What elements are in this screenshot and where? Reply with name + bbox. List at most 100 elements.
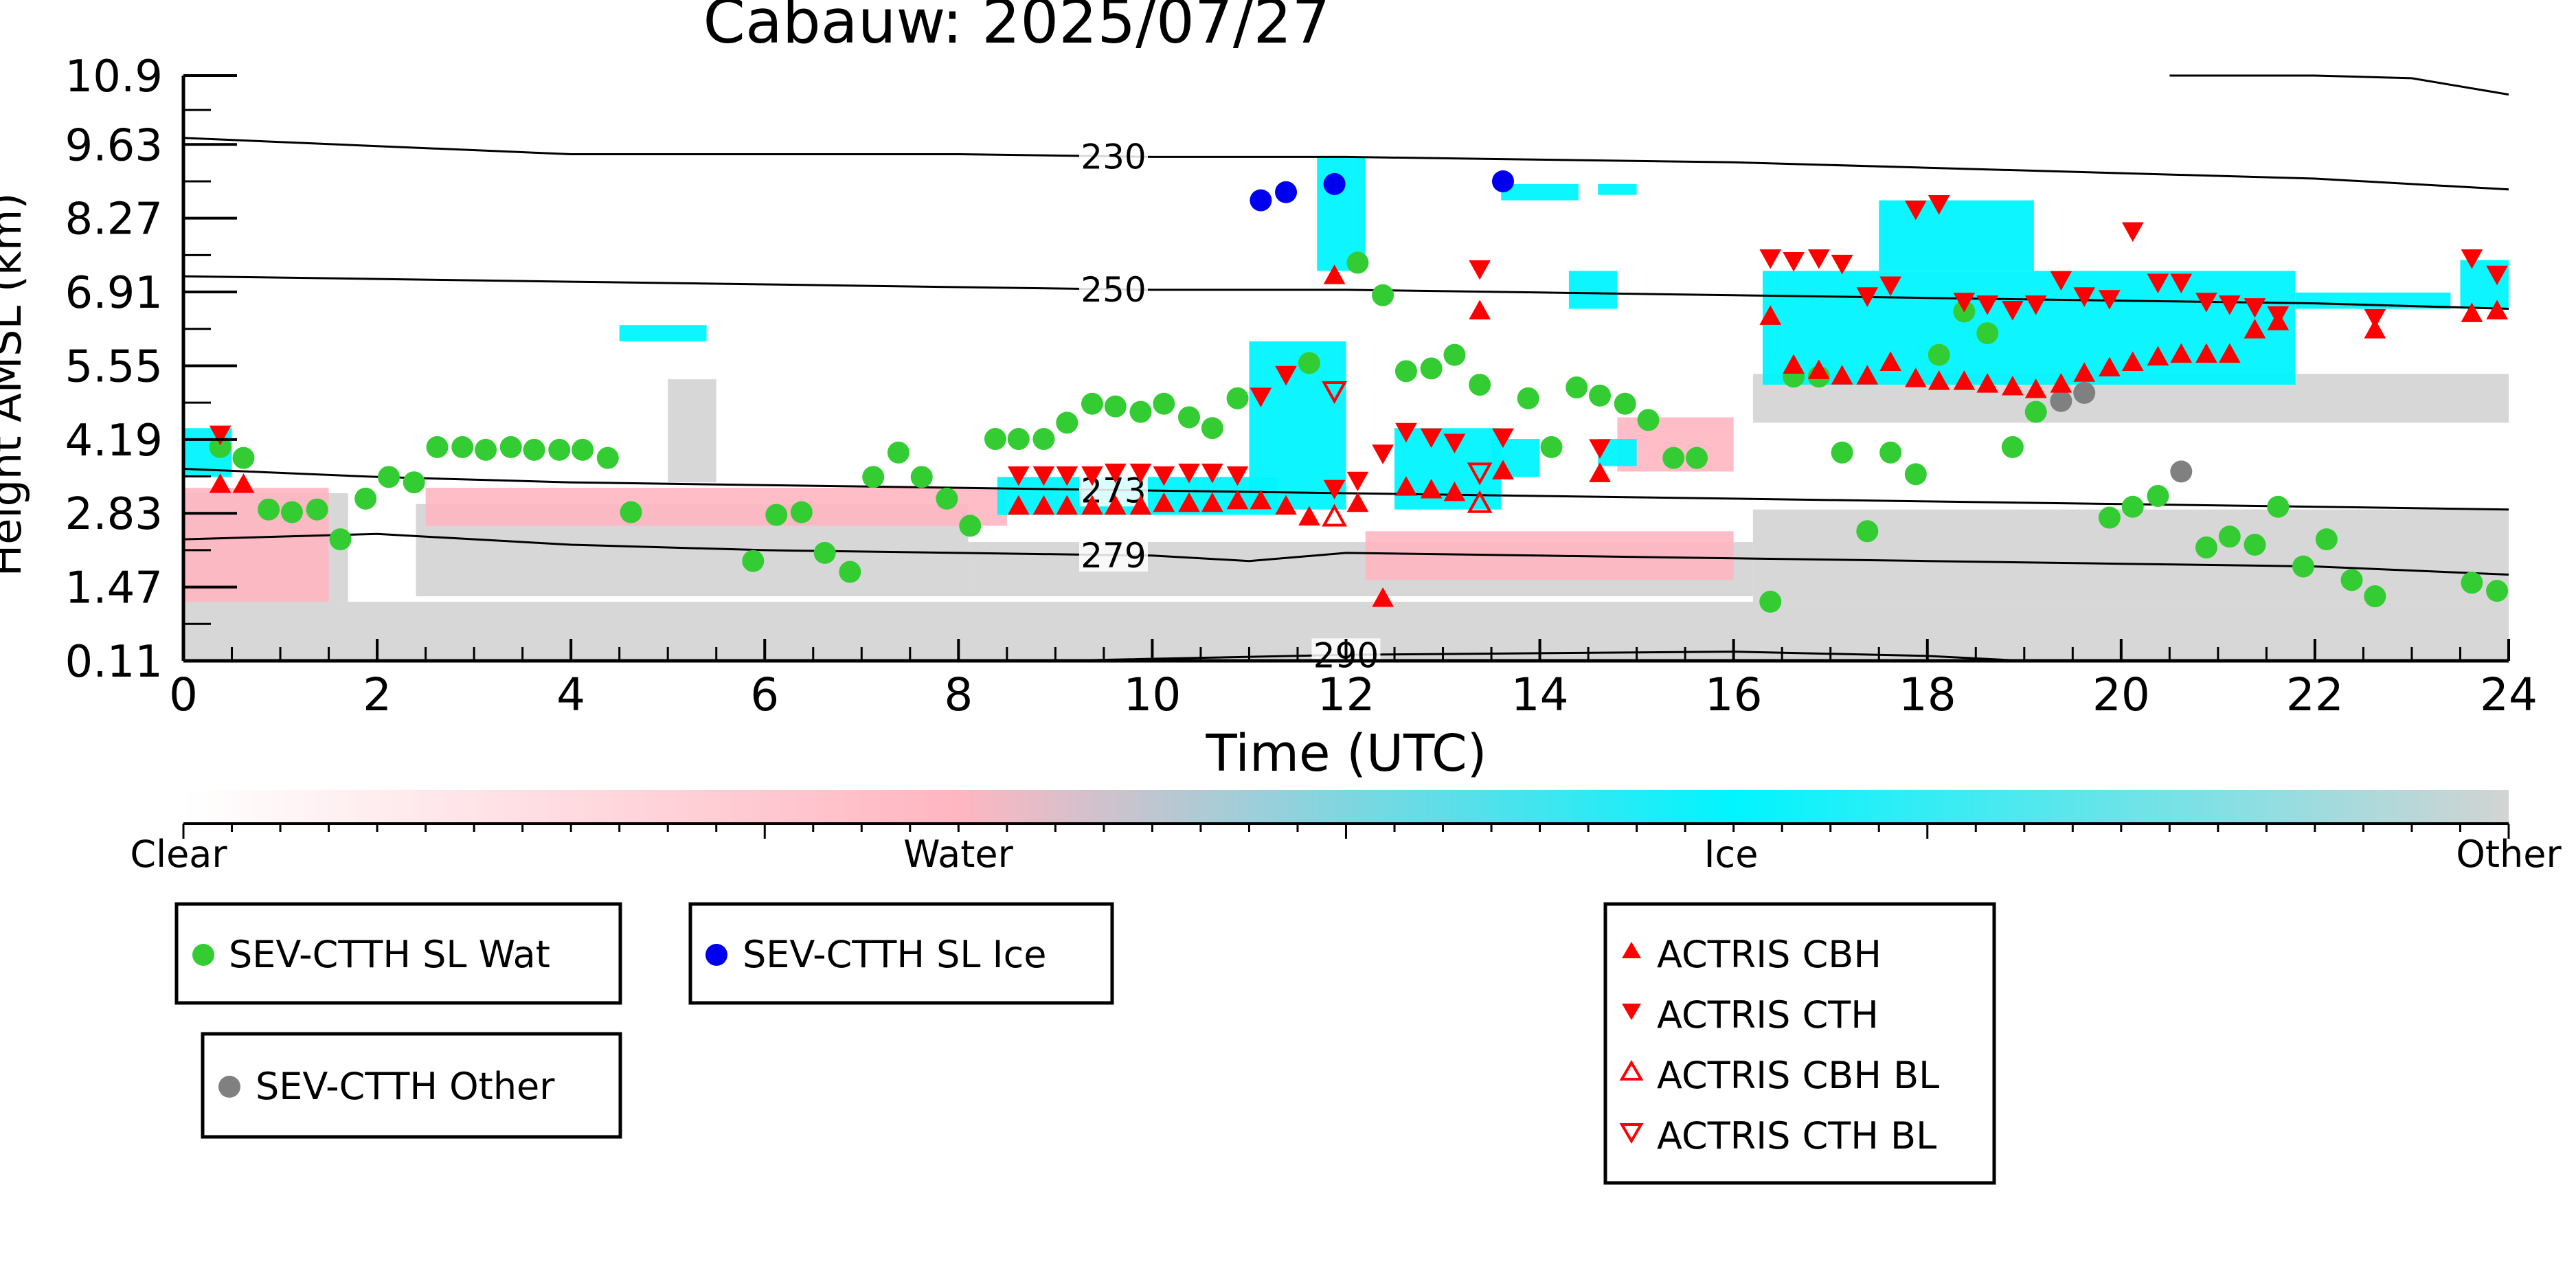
- contour-line: [183, 137, 2509, 191]
- classification-patch: [1598, 183, 1637, 195]
- sev-ctth-sl-wat-point: [2364, 585, 2386, 608]
- actris-cbh-point: [1976, 373, 1999, 393]
- sev-ctth-sl-wat-point: [620, 501, 642, 523]
- sev-ctth-sl-wat-point: [1372, 284, 1394, 306]
- sev-ctth-sl-ice-point: [1275, 181, 1298, 203]
- actris-cth-point: [2147, 273, 2169, 294]
- legend-cbh-marker: [1622, 942, 1641, 958]
- legend-actris: ACTRIS CBH ACTRIS CTH ACTRIS CBH BL ACTR…: [1603, 902, 1996, 1185]
- sev-ctth-sl-wat-point: [1759, 590, 1782, 613]
- actris-cth-point: [1589, 439, 1611, 459]
- actris-cbh-point: [1879, 351, 1901, 371]
- actris-cth-bl-point: [1467, 462, 1493, 486]
- classification-patch: [425, 488, 1007, 526]
- sev-ctth-sl-wat-point: [1904, 463, 1927, 486]
- actris-cbh-point: [1056, 495, 1078, 515]
- actris-cbh-point: [2486, 300, 2508, 319]
- x-tick-label: 16: [1705, 668, 1763, 721]
- sev-ctth-sl-ice-point: [1323, 172, 1346, 195]
- sev-ctth-sl-wat-point: [813, 541, 836, 564]
- actris-cth-point: [1201, 463, 1223, 484]
- sev-ctth-sl-wat-point: [1153, 392, 1175, 415]
- legend-cbh-label: ACTRIS CBH: [1657, 933, 1882, 976]
- legend-other-label: SEV-CTTH Other: [256, 1065, 555, 1108]
- legend-wat-marker: [192, 944, 214, 966]
- sev-ctth-sl-wat-point: [1104, 395, 1127, 418]
- sev-ctth-sl-wat-point: [499, 436, 522, 458]
- actris-cth-point: [2170, 273, 2193, 294]
- x-tick-label: 12: [1318, 668, 1375, 721]
- actris-cth-point: [1323, 479, 1346, 500]
- classification-patch: [1762, 271, 2296, 385]
- actris-cth-point: [1928, 195, 1950, 215]
- actris-cth-point: [1759, 249, 1782, 269]
- actris-cbh-point: [2099, 357, 2121, 376]
- sev-ctth-sl-wat-point: [2001, 436, 2024, 458]
- contour-label-bg: [1079, 139, 1148, 173]
- sev-ctth-other-point: [2073, 381, 2096, 404]
- legend-ice-marker: [705, 944, 727, 966]
- actris-cbh-point: [1178, 492, 1200, 512]
- actris-cbh-point: [2073, 362, 2096, 382]
- contour-line: [183, 468, 2509, 511]
- actris-cth-point: [1153, 466, 1175, 486]
- actris-cbh-point: [1275, 495, 1297, 515]
- legends: SEV-CTTH SL Wat SEV-CTTH SL Ice SEV-CTTH…: [174, 902, 1996, 1185]
- sev-ctth-sl-wat-point: [1928, 343, 1950, 366]
- actris-cbh-point: [2050, 373, 2072, 393]
- colorbar-label-ice: Ice: [1704, 833, 1759, 876]
- y-tick-label: 0.11: [65, 637, 163, 688]
- sev-ctth-sl-ice-point: [1250, 189, 1272, 212]
- legend-cth-marker: [1622, 1004, 1641, 1020]
- contour-label: 250: [1081, 270, 1146, 310]
- sev-ctth-sl-wat-point: [596, 447, 619, 469]
- actris-cbh-point: [2218, 343, 2241, 363]
- sev-ctth-sl-wat-point: [984, 428, 1006, 451]
- actris-cth-point: [1904, 200, 1927, 221]
- x-tick-label: 10: [1123, 668, 1181, 721]
- sev-ctth-sl-wat-point: [1420, 357, 1443, 380]
- legend-other-marker: [218, 1076, 240, 1098]
- classification-patch: [1501, 183, 1579, 201]
- x-axis-label: Time (UTC): [1205, 724, 1487, 783]
- actris-cth-point: [1032, 466, 1055, 486]
- actris-cth-point: [1856, 287, 1879, 307]
- legend-ice-label: SEV-CTTH SL Ice: [743, 933, 1047, 976]
- actris-cbh-point: [1492, 460, 1514, 479]
- sev-ctth-sl-wat-point: [523, 438, 545, 461]
- actris-cbh-point: [1201, 492, 1223, 512]
- x-tick-label: 6: [750, 668, 779, 721]
- sev-ctth-sl-wat-point: [1129, 400, 1152, 423]
- contour-label-bg: [1079, 273, 1148, 306]
- actris-cbh-point: [2364, 319, 2386, 339]
- actris-cbh-point: [1250, 489, 1272, 510]
- sev-ctth-sl-wat-point: [548, 438, 571, 461]
- actris-cbh-point: [1856, 365, 1879, 385]
- sev-ctth-sl-wat-point: [1032, 428, 1055, 451]
- contour-label: 279: [1081, 536, 1146, 576]
- sev-ctth-sl-wat-point: [1056, 411, 1078, 434]
- actris-cbh-point: [209, 473, 231, 493]
- actris-cbh-point: [1469, 300, 1491, 319]
- actris-cth-point: [2099, 290, 2121, 310]
- sev-ctth-sl-wat-point: [451, 436, 474, 458]
- actris-cbh-point: [1831, 365, 1853, 385]
- legend-sev-other: SEV-CTTH Other: [201, 1032, 622, 1139]
- actris-cth-point: [1346, 471, 1369, 492]
- actris-cbh-point: [1589, 462, 1611, 482]
- sev-ctth-sl-wat-point: [329, 528, 352, 551]
- sev-ctth-sl-wat-point: [2244, 534, 2266, 556]
- sev-ctth-sl-wat-point: [1081, 392, 1103, 415]
- classification-patch: [1568, 271, 1618, 309]
- sev-ctth-sl-wat-point: [1178, 406, 1201, 429]
- sev-ctth-sl-wat-point: [2147, 484, 2169, 507]
- sev-ctth-sl-wat-point: [839, 561, 861, 583]
- x-tick-label: 4: [556, 668, 585, 721]
- sev-ctth-sl-wat-point: [862, 466, 885, 488]
- sev-ctth-sl-wat-point: [910, 466, 933, 488]
- actris-cbh-point: [2195, 343, 2217, 363]
- sev-ctth-sl-wat-point: [887, 441, 909, 464]
- sev-ctth-sl-wat-point: [1686, 447, 1708, 469]
- sev-ctth-sl-wat-point: [1856, 520, 1879, 543]
